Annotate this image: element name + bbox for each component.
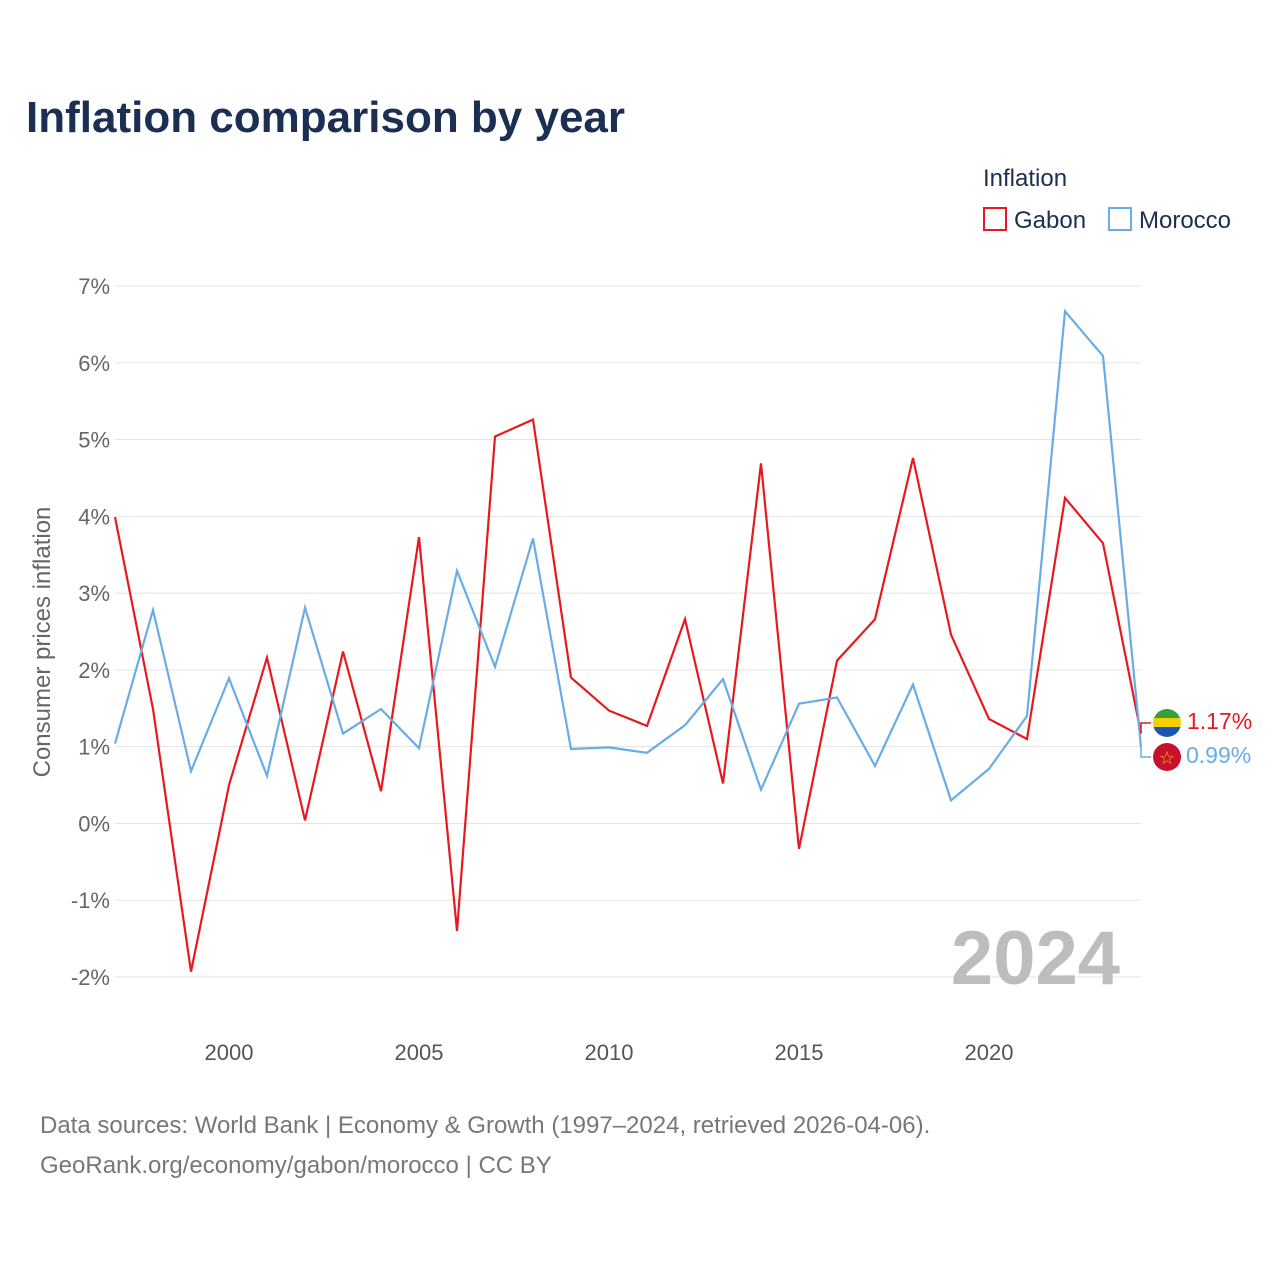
- end-label-morocco: 0.99%: [1186, 742, 1251, 768]
- y-tick-label: -1%: [71, 888, 110, 913]
- source-line-2[interactable]: GeoRank.org/economy/gabon/morocco | CC B…: [40, 1152, 552, 1179]
- morocco-flag-icon: ☆: [1153, 743, 1181, 771]
- end-connector-morocco: [1140, 747, 1151, 758]
- legend-swatch-gabon: [983, 207, 1007, 231]
- gridlines: [115, 285, 1141, 978]
- y-axis-label: Consumer prices inflation: [29, 507, 56, 778]
- series-line-gabon[interactable]: [113, 418, 1143, 972]
- y-tick-label: 7%: [78, 274, 110, 299]
- y-tick-label: 2%: [78, 658, 110, 683]
- y-axis-ticks: 7% 6% 5% 4% 3% 2% 1% 0% -1% -2%: [71, 274, 110, 990]
- y-tick-label: 1%: [78, 735, 110, 760]
- svg-text:☆: ☆: [1159, 748, 1175, 769]
- x-tick-label: 2000: [205, 1040, 254, 1065]
- legend-swatch-morocco: [1108, 207, 1132, 231]
- legend-item-gabon[interactable]: Gabon: [983, 207, 1086, 234]
- source-note: Data sources: World Bank | Economy & Gro…: [40, 1106, 930, 1186]
- legend: Inflation Gabon Morocco: [983, 165, 1231, 234]
- series-lines: [113, 308, 1151, 972]
- source-line-1: Data sources: World Bank | Economy & Gro…: [40, 1112, 931, 1139]
- x-tick-label: 2005: [395, 1040, 444, 1065]
- end-labels: ☆ 1.17% 0.99%: [1153, 708, 1252, 771]
- y-tick-label: 6%: [78, 351, 110, 376]
- y-tick-label: 5%: [78, 428, 110, 453]
- y-tick-label: 3%: [78, 581, 110, 606]
- year-watermark: 2024: [951, 916, 1120, 1001]
- end-label-gabon: 1.17%: [1187, 708, 1252, 734]
- end-connector-gabon: [1140, 722, 1151, 734]
- chart-title: Inflation comparison by year: [26, 93, 625, 142]
- legend-label-morocco: Morocco: [1139, 207, 1231, 234]
- y-tick-label: -2%: [71, 965, 110, 990]
- legend-item-morocco[interactable]: Morocco: [1108, 207, 1231, 234]
- y-tick-label: 0%: [78, 811, 110, 836]
- x-tick-label: 2010: [585, 1040, 634, 1065]
- y-tick-label: 4%: [78, 504, 110, 529]
- x-tick-label: 2015: [775, 1040, 824, 1065]
- legend-label-gabon: Gabon: [1014, 207, 1086, 234]
- series-line-morocco[interactable]: [113, 308, 1143, 803]
- x-axis-ticks: 2000 2005 2010 2015 2020: [205, 1040, 1014, 1065]
- x-tick-label: 2020: [965, 1040, 1014, 1065]
- gabon-flag-icon: [1153, 709, 1181, 737]
- legend-title: Inflation: [983, 165, 1067, 192]
